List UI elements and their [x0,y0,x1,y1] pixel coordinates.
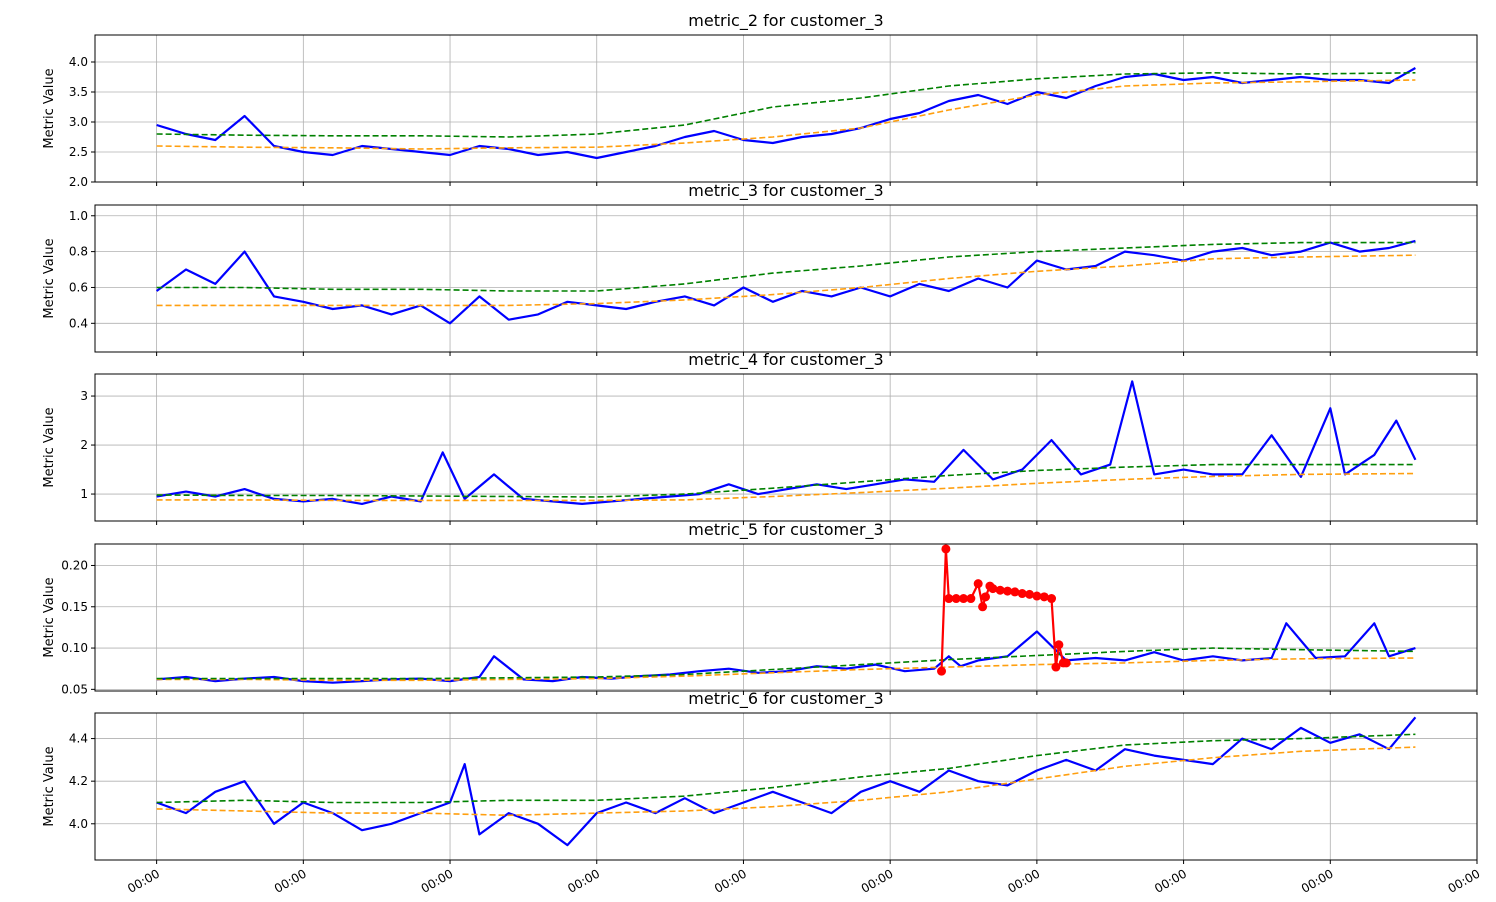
y-axis-label: Metric Value [42,746,57,826]
anomaly-point [981,592,991,602]
series-line-4 [940,547,1067,672]
y-tick-label: 4.0 [69,55,88,69]
y-tick-label: 0.15 [61,600,88,614]
y-tick-label: 0.4 [69,316,88,330]
anomaly-point [1017,589,1027,599]
y-tick-label: 0.20 [61,558,88,572]
series-line-1 [156,716,1417,847]
panel-3: 1 2 3 metric_4 for customer_3 Metric Value [42,350,1478,525]
y-tick-label: 4.4 [69,732,88,746]
x-tick-label: 00:00 [565,866,602,895]
anomaly-point [941,544,951,554]
anomaly-point [1032,591,1042,601]
anomaly-point [1025,589,1035,599]
anomaly-point [1003,586,1013,596]
series-group [155,239,1416,325]
series-line-3 [156,72,1416,138]
x-tick-label: 00:00 [859,866,896,895]
y-axis-label: Metric Value [42,68,57,148]
x-tick-label: 00:00 [419,866,456,895]
plot-frame [94,543,1478,692]
series-line-2 [156,746,1416,817]
series-line-1 [155,239,1416,325]
series-line-2 [156,657,1416,682]
anomaly-point [937,666,947,676]
anomaly-point [951,594,961,604]
panel-1: 2.0 2.5 3.0 3.5 4.0 metric_2 for customer_3 Me… [42,11,1478,189]
series-line-2 [156,472,1416,502]
y-tick-label: 3 [80,389,88,403]
anomaly-point [1054,640,1064,650]
y-tick-label: 3.5 [69,85,88,99]
x-tick-label: 00:00 [125,866,162,895]
plot-frame [94,34,1478,183]
panel-title: metric_6 for customer_3 [688,689,883,709]
plot-frame [94,712,1478,861]
y-tick-label: 4.0 [69,817,88,831]
x-tick-label: 00:00 [712,866,749,895]
anomaly-point [1051,662,1061,672]
y-tick-label: 0.10 [61,641,88,655]
anomaly-point [944,594,954,604]
anomaly-point [1010,587,1020,597]
anomaly-point [988,584,998,594]
panel-2: 0.4 0.6 0.8 1.0 metric_3 for customer_3 Metri… [42,181,1478,356]
anomaly-point [995,585,1005,595]
y-axis-label: Metric Value [42,238,57,318]
plot-frame [94,204,1478,353]
series-group [156,67,1416,160]
anomaly-point [1039,592,1049,602]
anomaly-point [1047,594,1057,604]
y-tick-label: 0.8 [69,245,88,259]
panel-5: 4.0 4.2 4.4 metric_6 for customer_3 Metric V… [42,689,1478,864]
x-tick-label: 00:00 [1446,866,1483,895]
series-line-3 [156,733,1416,804]
panel-title: metric_2 for customer_3 [688,11,883,31]
series-line-1 [156,67,1416,160]
x-tick-label: 00:00 [1005,866,1042,895]
y-tick-label: 3.0 [69,115,88,129]
anomaly-point [1061,658,1071,668]
panel-title: metric_5 for customer_3 [688,520,883,540]
anomaly-point [973,579,983,589]
plot-frame [94,373,1478,522]
y-axis-label: Metric Value [42,577,57,657]
series-line-3 [156,647,1416,680]
series-line-2 [156,254,1416,307]
series-group [156,716,1417,847]
y-tick-label: 0.05 [61,682,88,696]
x-tick-label: 00:00 [1152,866,1189,895]
x-tick-label: 00:00 [1299,866,1336,895]
y-tick-label: 2.0 [69,175,88,189]
panel-4: 0.05 0.10 0.15 0.20 metric_5 for customer_3 M… [42,520,1478,696]
series-line-3 [156,463,1416,498]
panel-title: metric_3 for customer_3 [688,181,883,201]
panel-title: metric_4 for customer_3 [688,350,883,370]
anomaly-point [966,594,976,604]
series-line-3 [156,241,1416,292]
y-tick-label: 1 [80,487,88,501]
y-tick-label: 2.5 [69,145,88,159]
y-tick-label: 0.6 [69,280,88,294]
x-tick-label: 00:00 [272,866,309,895]
anomaly-point [959,594,969,604]
y-axis-label: Metric Value [42,407,57,487]
series-line-2 [156,79,1416,150]
y-tick-label: 1.0 [69,209,88,223]
y-tick-label: 2 [80,438,88,452]
series-group [156,544,1416,684]
series-line-1 [156,380,1417,505]
series-group [156,380,1417,505]
anomaly-point [978,602,988,612]
y-tick-label: 4.2 [69,774,88,788]
series-line-1 [156,622,1416,684]
